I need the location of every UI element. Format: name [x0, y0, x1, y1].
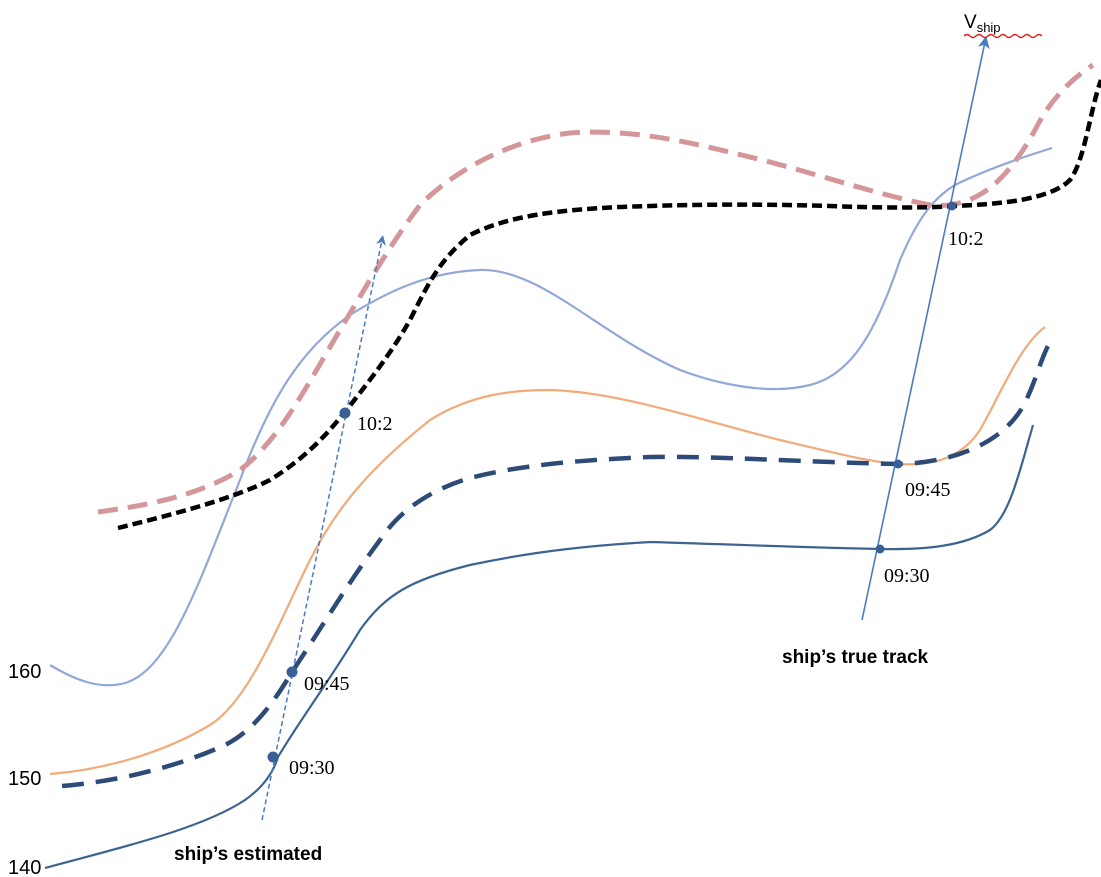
navy-dashed-contour — [61, 340, 1052, 789]
estimated-point-10-2 — [339, 407, 351, 419]
pink-dashed-contour — [97, 62, 1095, 515]
true-track-label: ship’s true track — [782, 647, 929, 668]
estimated-point-09-45 — [286, 666, 298, 678]
light-blue-contour — [49, 146, 1053, 687]
black-dashed-contour — [117, 79, 1101, 531]
estimated-track-label: ship’s estimated — [174, 844, 322, 865]
estimated-point-09-30 — [267, 751, 279, 763]
true-time-10-2: 10:2 — [948, 228, 984, 250]
true-point-09-45 — [893, 459, 903, 469]
true-track-arrow — [861, 36, 990, 621]
true-point-10-2 — [947, 201, 957, 211]
level-label-140: 140 — [8, 857, 41, 877]
estimated-track-arrow — [261, 235, 386, 821]
true-time-09-30: 09:30 — [884, 565, 930, 587]
true-time-09-45: 09:45 — [905, 479, 951, 501]
level-label-160: 160 — [8, 661, 41, 683]
navy-contour — [44, 424, 1035, 870]
vship-label: Vship — [964, 12, 1001, 35]
orange-contour — [49, 326, 1046, 776]
true-point-09-30 — [875, 544, 885, 554]
estimated-time-10-2: 10:2 — [357, 413, 393, 435]
vship-squiggle — [963, 33, 1043, 39]
level-label-150: 150 — [8, 768, 41, 790]
estimated-time-09-30: 09:30 — [289, 757, 335, 779]
estimated-time-09-45: 09:45 — [304, 673, 350, 695]
